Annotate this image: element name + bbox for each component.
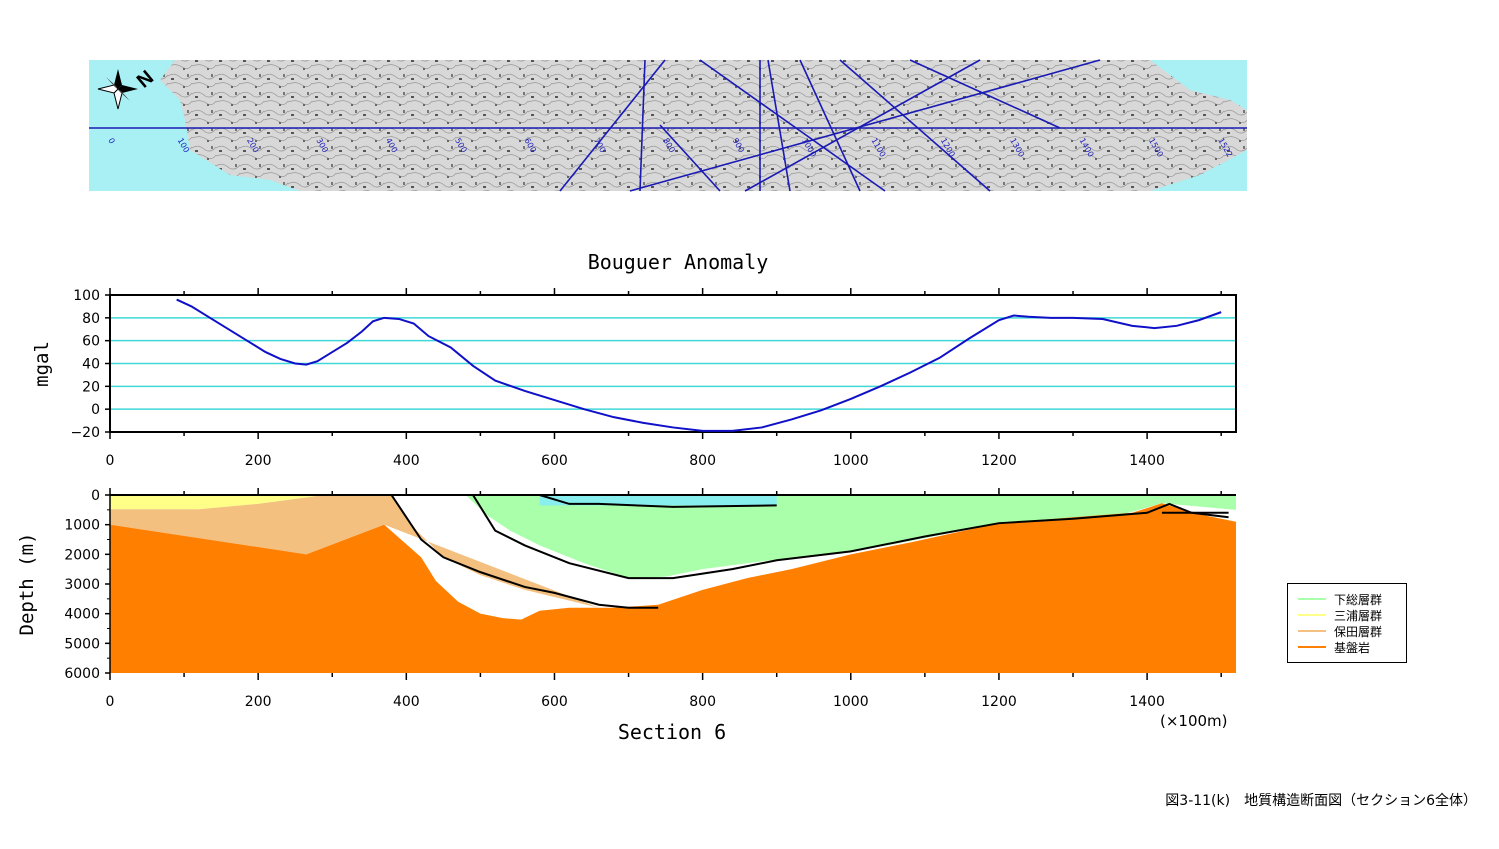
bouguer-ylabel: mgal <box>31 341 53 387</box>
legend-label: 三浦層群 <box>1334 609 1383 623</box>
y-tick-label: 0 <box>91 402 100 418</box>
x-tick-label: 0 <box>106 694 115 710</box>
map-land <box>160 60 1247 191</box>
section-xlabel: Section 6 <box>618 720 726 744</box>
y-tick-label: 4000 <box>64 607 100 623</box>
survey-line <box>639 59 646 192</box>
x-tick-label: 200 <box>245 694 272 710</box>
y-tick-label: 80 <box>82 311 100 327</box>
survey-line <box>839 59 991 192</box>
y-tick-label: 60 <box>82 334 100 350</box>
x-tick-label: 200 <box>245 453 272 469</box>
survey-line <box>629 59 1101 192</box>
y-tick-label: 6000 <box>64 666 100 682</box>
survey-lines <box>89 59 1247 192</box>
legend-swatch <box>1298 614 1326 616</box>
layer-polygon <box>110 503 1236 673</box>
legend-swatch <box>1298 598 1326 600</box>
y-tick-label: 1000 <box>64 518 100 534</box>
legend-item: 基盤岩 <box>1288 639 1406 655</box>
survey-line-label: 0 <box>106 137 116 146</box>
y-tick-label: 5000 <box>64 636 100 652</box>
x-tick-label: 1400 <box>1129 453 1165 469</box>
y-tick-label: 20 <box>82 379 100 395</box>
legend-item: 保田層群 <box>1288 623 1406 639</box>
bouguer-series-line <box>176 298 1222 432</box>
y-tick-label: 40 <box>82 357 100 373</box>
figure-caption: 図3-11(k) 地質構造断面図（セクション6全体） <box>1165 793 1477 809</box>
boundary-line <box>539 494 777 508</box>
y-tick-label: 3000 <box>64 577 100 593</box>
x-tick-label: 1000 <box>833 453 869 469</box>
legend-item: 下総層群 <box>1288 591 1406 607</box>
x-tick-label: 0 <box>106 453 115 469</box>
legend-label: 基盤岩 <box>1334 641 1371 655</box>
x-tick-label: 1000 <box>833 694 869 710</box>
legend-item: 三浦層群 <box>1288 607 1406 623</box>
y-tick-label: 0 <box>91 488 100 504</box>
survey-line <box>659 124 721 192</box>
x-tick-label: 1400 <box>1129 694 1165 710</box>
layer-polygon <box>110 495 1236 510</box>
legend-label: 下総層群 <box>1334 593 1383 607</box>
x-tick-label: 400 <box>393 453 420 469</box>
survey-line <box>909 59 1061 129</box>
x-tick-label: 400 <box>393 694 420 710</box>
section-ylabel: Depth (m) <box>16 533 38 636</box>
map-strip: 0 100 200 300 400 500 600 700 800 900 1000 1100 1200… <box>89 59 1247 192</box>
x-tick-label: 1200 <box>981 453 1017 469</box>
x-tick-label: 600 <box>541 694 568 710</box>
map-land-west <box>190 60 255 115</box>
survey-line <box>767 59 791 192</box>
x-tick-label: 800 <box>689 694 716 710</box>
legend-swatch <box>1298 646 1326 648</box>
boundary-line <box>390 494 659 609</box>
layer-polygon <box>110 495 599 608</box>
x-unit-note: (×100m) <box>1160 712 1228 730</box>
boundary-line <box>472 494 1229 580</box>
y-tick-label: 100 <box>73 288 100 304</box>
y-tick-label: 2000 <box>64 547 100 563</box>
layer-polygon <box>465 495 1236 579</box>
x-tick-label: 600 <box>541 453 568 469</box>
bouguer-title: Bouguer Anomaly <box>588 250 769 274</box>
y-tick-label: −20 <box>70 425 100 441</box>
x-tick-label: 800 <box>689 453 716 469</box>
survey-line <box>699 59 886 192</box>
legend-swatch <box>1298 630 1326 632</box>
legend-label: 保田層群 <box>1334 625 1383 639</box>
survey-line <box>799 59 861 192</box>
section-chart: 0 1000 2000 3000 4000 5000 6000 0 200 400 600 800 10… <box>64 488 1236 710</box>
legend: 下総層群 三浦層群 保田層群 基盤岩 <box>1287 583 1407 663</box>
water-layer <box>539 495 777 506</box>
x-tick-label: 1200 <box>981 694 1017 710</box>
survey-line <box>559 59 666 192</box>
